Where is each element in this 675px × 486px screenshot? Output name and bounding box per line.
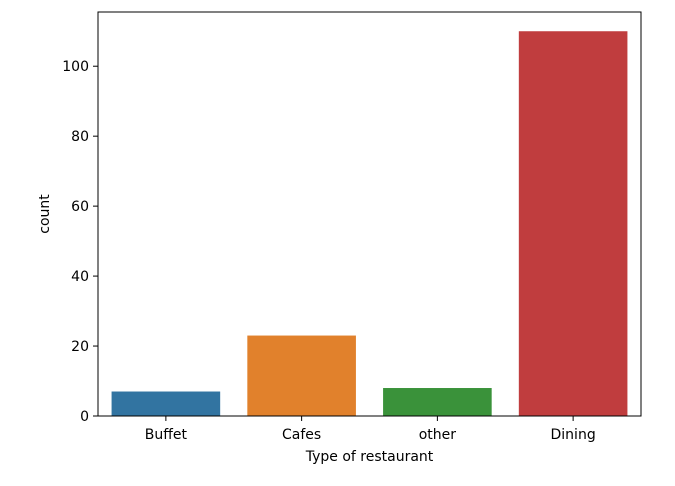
y-tick-label: 40 <box>71 269 89 285</box>
x-tick-label: Buffet <box>145 427 188 443</box>
bar-other <box>383 388 492 416</box>
y-axis-label: count <box>37 194 53 234</box>
plot-frame <box>97 11 642 417</box>
x-axis-ticks: Buffet Cafes other Dining <box>145 416 596 443</box>
y-axis-ticks: 0 20 40 60 80 100 <box>62 59 98 425</box>
x-axis-label: Type of restaurant <box>305 449 434 465</box>
x-tick-label: Cafes <box>282 427 321 443</box>
bars-group <box>111 31 628 416</box>
y-tick-label: 80 <box>71 129 89 145</box>
y-tick-label: 60 <box>71 199 89 215</box>
y-tick-label: 100 <box>62 59 89 75</box>
x-tick-label: other <box>419 427 457 443</box>
y-tick-label: 0 <box>80 409 89 425</box>
bar-buffet <box>111 391 221 416</box>
bar-cafes <box>247 335 356 416</box>
y-tick-label: 20 <box>71 339 89 355</box>
bar-dining <box>518 31 628 416</box>
x-tick-label: Dining <box>551 427 596 443</box>
